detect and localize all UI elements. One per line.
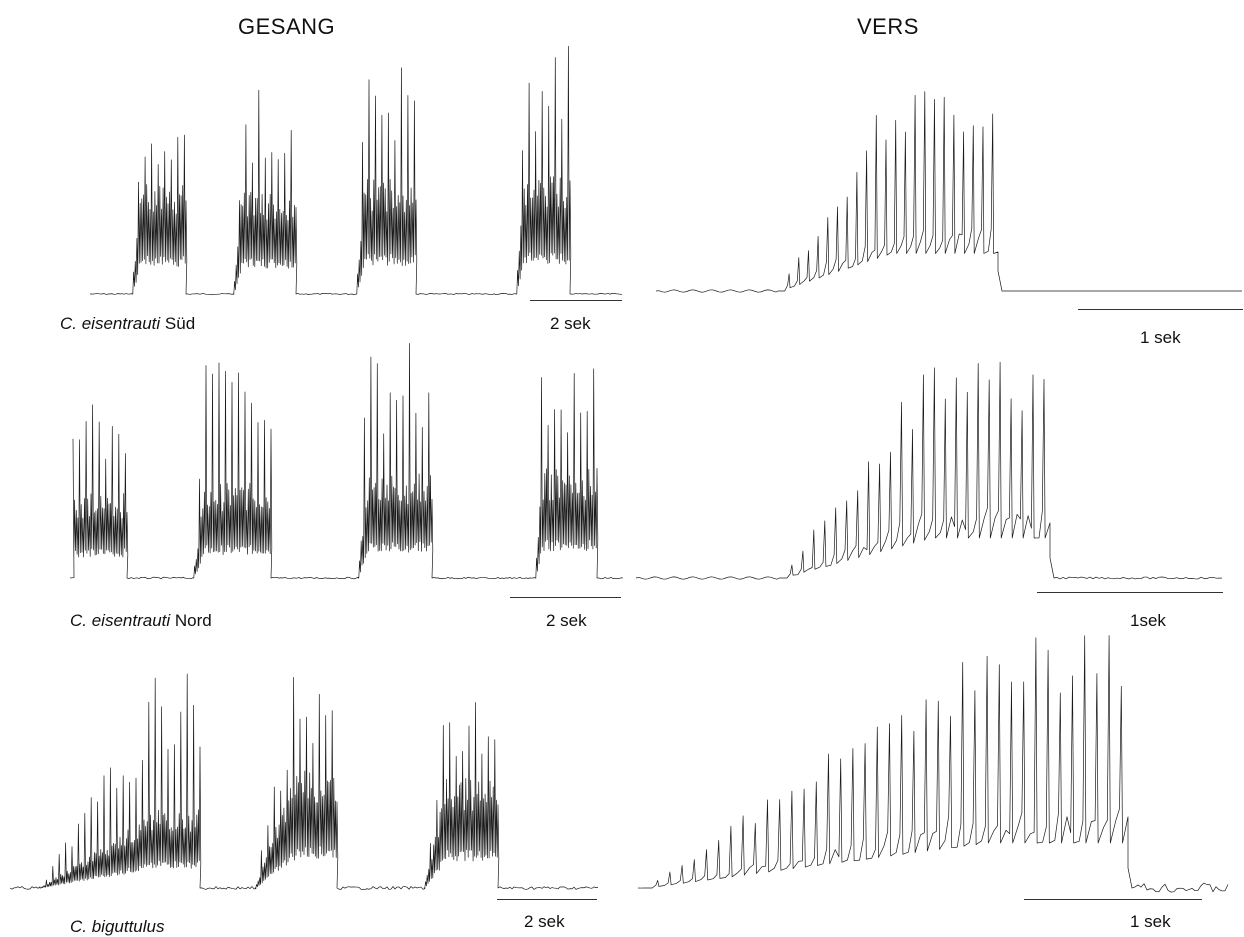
vers-waveform: [638, 636, 1228, 892]
gesang-waveform: [90, 46, 622, 294]
trace-vers-row3: [638, 636, 1228, 892]
trace-gesang-row2: [70, 343, 623, 578]
vers-waveform: [656, 92, 1242, 293]
vers-waveform: [636, 362, 1222, 579]
trace-gesang-row3: [10, 674, 598, 889]
gesang-waveform: [70, 343, 623, 578]
trace-vers-row2: [636, 362, 1222, 579]
trace-gesang-row1: [90, 46, 622, 294]
gesang-waveform: [10, 674, 598, 889]
trace-vers-row1: [656, 92, 1242, 293]
